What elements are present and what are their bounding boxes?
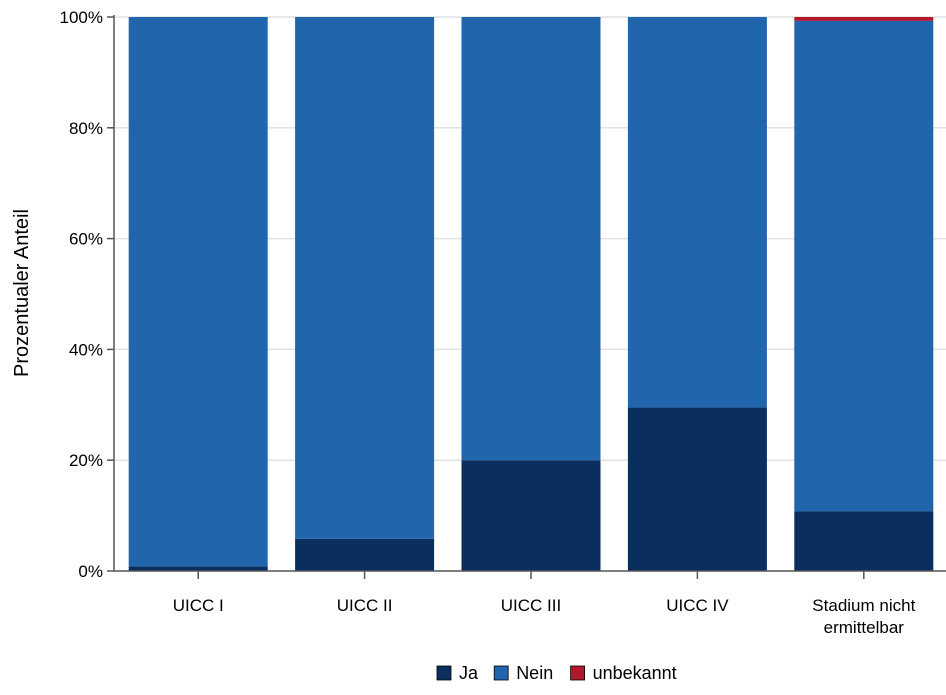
legend-label-unbekannt: unbekannt [593,663,677,683]
legend-swatch-ja [436,665,452,681]
bar-ja-0 [128,566,268,571]
y-tick-label-1: 20% [69,451,103,470]
axes [113,15,946,572]
y-tick-label-2: 40% [69,340,103,359]
x-axis-ticks: UICC I UICC II UICC III UICC IV Stadium nich… [173,571,916,637]
y-tick-label-3: 60% [69,230,103,249]
legend: Ja Nein unbekannt [436,663,677,683]
bar-ja-1 [295,538,435,571]
legend-swatch-unbekannt [570,665,585,681]
x-tick-label-1: UICC II [337,596,393,615]
bar-nein-4 [794,20,934,512]
bar-nein-1 [295,17,435,539]
bar-unbekannt-4 [794,17,934,21]
legend-label-ja: Ja [459,663,479,683]
x-tick-label-2: UICC III [501,596,561,615]
bar-ja-2 [461,460,601,571]
bar-ja-3 [627,407,767,571]
legend-label-nein: Nein [516,663,553,683]
bar-nein-2 [461,17,601,461]
y-tick-label-5: 100% [60,8,103,27]
x-tick-label-0: UICC I [173,596,224,615]
bar-nein-0 [128,17,268,567]
y-axis-title: Prozentualer Anteil [11,209,33,377]
y-axis-ticks: 0% 20% 40% 60% 80% 100% [60,8,114,581]
x-tick-label-3: UICC IV [666,596,729,615]
x-tick-label-4: Stadium nicht ermittelbar [812,596,915,637]
y-tick-label-4: 80% [69,119,103,138]
bars [128,17,934,571]
legend-swatch-nein [493,665,509,681]
y-tick-label-0: 0% [78,562,103,581]
bar-nein-3 [627,17,767,408]
bar-ja-4 [794,511,934,571]
